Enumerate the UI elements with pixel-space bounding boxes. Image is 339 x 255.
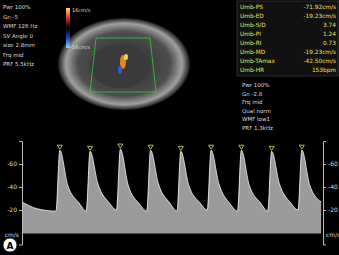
peak-marker: [57, 145, 62, 149]
measurement-label: Umb-S/D: [240, 22, 266, 28]
color-scale-bottom: -16cm/s: [70, 44, 90, 50]
background: [0, 0, 339, 255]
peak-marker: [269, 146, 274, 150]
doppler-param: Pwr 100%: [242, 82, 270, 88]
measurement-label: Umb-PI: [240, 31, 261, 37]
measurement-label: Umb-PS: [240, 4, 263, 10]
b-mode-image: [58, 18, 190, 110]
doppler-param: Frq mid: [242, 99, 263, 106]
doppler-param: Qual norm: [242, 108, 271, 114]
peak-marker: [118, 144, 123, 148]
measurement-value: -19.23cm/s: [304, 13, 337, 19]
tick-label: -20: [7, 206, 17, 213]
spectrum: [22, 149, 321, 233]
y-axis-left: -60 -40 -20: [7, 142, 22, 246]
y-axis-title: cm/s: [326, 231, 339, 238]
envelope: [22, 149, 321, 211]
tick-mark: [323, 164, 326, 165]
panel-label: A: [7, 241, 14, 251]
color-scale-top: 16cm/s: [72, 7, 91, 13]
doppler-param: PRF 1.3kHz: [242, 125, 273, 131]
image-param: SV Angle 0: [3, 33, 33, 40]
tick: -40: [323, 183, 338, 190]
image-param: PRF 5.5kHz: [3, 61, 34, 67]
measurement-value: -71.92cm/s: [304, 4, 337, 10]
tick: -20: [323, 206, 338, 213]
measurement-label: Umb-ED: [240, 13, 264, 19]
tick: -20: [7, 206, 22, 213]
tick: -40: [7, 183, 22, 190]
y-axis-right: -60 -40 -20: [323, 142, 338, 246]
measurement-value: 1.24: [323, 31, 336, 37]
panel-badge: [3, 238, 17, 252]
measurement-label: Umb-RI: [240, 40, 262, 46]
measurement-value: -19.23cm/s: [304, 49, 337, 55]
image-param: Frq mid: [3, 52, 24, 59]
ultrasound-screen: 16cm/s -16cm/s Pwr 100% Gn -5 WMF 126 Hz SV A…: [0, 0, 339, 255]
measurement-label: Umb-MD: [240, 49, 266, 55]
axis-line: [19, 142, 23, 246]
peak-marker: [209, 145, 214, 149]
tick-mark: [19, 210, 22, 211]
color-box: [90, 38, 156, 92]
peak-marker: [299, 145, 304, 149]
axis-line: [324, 142, 327, 246]
measurement-value: 0.73: [323, 40, 336, 46]
plot-area: [22, 144, 321, 233]
peak-marker: [148, 145, 153, 149]
peak-marker: [178, 146, 183, 150]
doppler-param: Gn -2.8: [242, 91, 263, 97]
image-param: WMF 126 Hz: [3, 23, 37, 29]
tick: -60: [7, 160, 22, 167]
measurement-label: Umb-TAmax: [240, 58, 275, 64]
doppler-param: WMF low1: [242, 116, 270, 122]
tick-mark: [19, 187, 22, 188]
peak-marker: [88, 146, 93, 150]
measurement-value: 3.74: [323, 22, 336, 28]
peak-marker: [239, 145, 244, 149]
tick-mark: [323, 187, 326, 188]
tick-label: -40: [7, 183, 17, 190]
color-flow: [124, 54, 128, 60]
y-axis-title: cm/s: [5, 231, 19, 238]
image-param: Gn -5: [3, 14, 18, 20]
measurement-value: 153bpm: [312, 67, 336, 74]
tick-label: -60: [328, 160, 338, 167]
fetal-section: [58, 18, 190, 110]
tick-label: -20: [328, 206, 338, 213]
color-bar: [66, 8, 70, 48]
image-param: Pwr 100%: [3, 4, 31, 10]
organ: [90, 44, 150, 88]
measurement-box: [237, 1, 338, 76]
tick-mark: [19, 164, 22, 165]
tick-mark: [323, 210, 326, 211]
measurement-label: Umb-HR: [240, 67, 264, 73]
tick-label: -40: [328, 183, 338, 190]
tick: -60: [323, 160, 338, 167]
color-flow: [118, 66, 122, 74]
measurement-value: -42.50cm/s: [304, 58, 337, 64]
image-param: size 2.8mm: [3, 42, 35, 48]
tick-label: -60: [7, 160, 17, 167]
